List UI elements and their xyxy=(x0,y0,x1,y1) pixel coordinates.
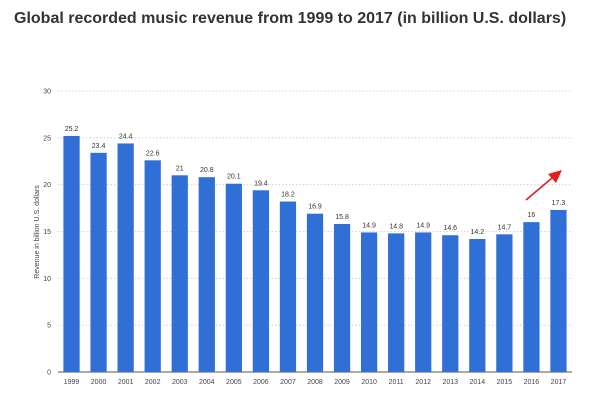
y-tick-label: 15 xyxy=(43,229,51,236)
y-tick-label: 0 xyxy=(47,370,51,377)
x-tick-label: 2011 xyxy=(389,379,404,386)
data-label: 16.9 xyxy=(308,204,322,211)
bar xyxy=(496,234,513,372)
x-axis-ticks: 1999 2000 2001 2002 2003 2004 2005 2006 2007 2008… xyxy=(64,379,567,386)
bar xyxy=(415,232,432,372)
x-tick-label: 2004 xyxy=(199,379,215,386)
chart-title: Global recorded music revenue from 1999 … xyxy=(14,10,567,27)
bar xyxy=(279,201,297,372)
bar xyxy=(306,213,324,372)
y-tick-label: 25 xyxy=(43,135,51,142)
x-tick-label: 2006 xyxy=(253,379,269,386)
x-tick-label: 2015 xyxy=(497,379,513,386)
value-labels: 25.2 23.4 24.4 22.6 21 20.8 20.1 19.4 18.2 16.9 15… xyxy=(65,126,566,236)
bar xyxy=(469,238,486,372)
data-label: 14.9 xyxy=(362,222,376,229)
data-label: 16 xyxy=(528,212,536,219)
bars xyxy=(63,135,567,372)
bar xyxy=(90,152,107,372)
y-axis-ticks: 0 5 10 15 20 25 30 xyxy=(43,89,51,377)
bar xyxy=(117,143,134,372)
data-label: 14.2 xyxy=(471,229,485,236)
bar xyxy=(523,222,540,372)
x-tick-label: 2008 xyxy=(307,379,323,386)
data-label: 14.7 xyxy=(498,224,512,231)
data-label: 23.4 xyxy=(92,143,106,150)
x-tick-label: 2016 xyxy=(524,379,540,386)
arrow-shaft xyxy=(525,177,553,201)
bar xyxy=(225,183,242,372)
bar xyxy=(63,135,80,372)
y-tick-label: 20 xyxy=(43,182,51,189)
x-tick-label: 2000 xyxy=(91,379,107,386)
x-tick-label: 2009 xyxy=(334,379,350,386)
x-tick-label: 2017 xyxy=(551,379,567,386)
trend-arrow xyxy=(525,170,562,201)
x-tick-label: 2001 xyxy=(118,379,134,386)
data-label: 18.2 xyxy=(281,192,295,199)
data-label: 15.8 xyxy=(335,214,349,221)
data-label: 24.4 xyxy=(119,133,133,140)
data-label: 20.1 xyxy=(227,174,241,181)
bar xyxy=(333,224,351,372)
x-tick-label: 2013 xyxy=(442,379,458,386)
x-tick-label: 1999 xyxy=(64,379,80,386)
data-label: 22.6 xyxy=(146,150,160,157)
bar xyxy=(198,177,215,372)
data-label: 19.4 xyxy=(254,180,268,187)
data-label: 14.8 xyxy=(389,223,403,230)
data-label: 25.2 xyxy=(65,126,79,133)
x-tick-label: 2014 xyxy=(470,379,486,386)
x-tick-label: 2003 xyxy=(172,379,188,386)
y-axis-label: Revenue in billion U.S. dollars xyxy=(34,185,41,279)
data-label: 20.8 xyxy=(200,167,214,174)
arrow-head xyxy=(548,170,562,183)
x-tick-label: 2010 xyxy=(361,379,377,386)
bar xyxy=(171,175,188,372)
y-tick-label: 5 xyxy=(47,323,51,330)
data-label: 14.9 xyxy=(416,222,430,229)
bar xyxy=(550,209,567,372)
y-tick-label: 10 xyxy=(43,276,51,283)
bar xyxy=(388,233,405,372)
data-label: 17.3 xyxy=(552,200,566,207)
data-label: 14.6 xyxy=(443,225,457,232)
data-label: 21 xyxy=(176,165,184,172)
bar xyxy=(144,160,161,372)
y-tick-label: 30 xyxy=(43,89,51,96)
bar xyxy=(360,232,378,372)
x-tick-label: 2002 xyxy=(145,379,161,386)
x-tick-label: 2012 xyxy=(415,379,431,386)
bar xyxy=(442,235,459,372)
x-tick-label: 2005 xyxy=(226,379,242,386)
bar xyxy=(252,190,270,372)
x-tick-label: 2007 xyxy=(280,379,296,386)
